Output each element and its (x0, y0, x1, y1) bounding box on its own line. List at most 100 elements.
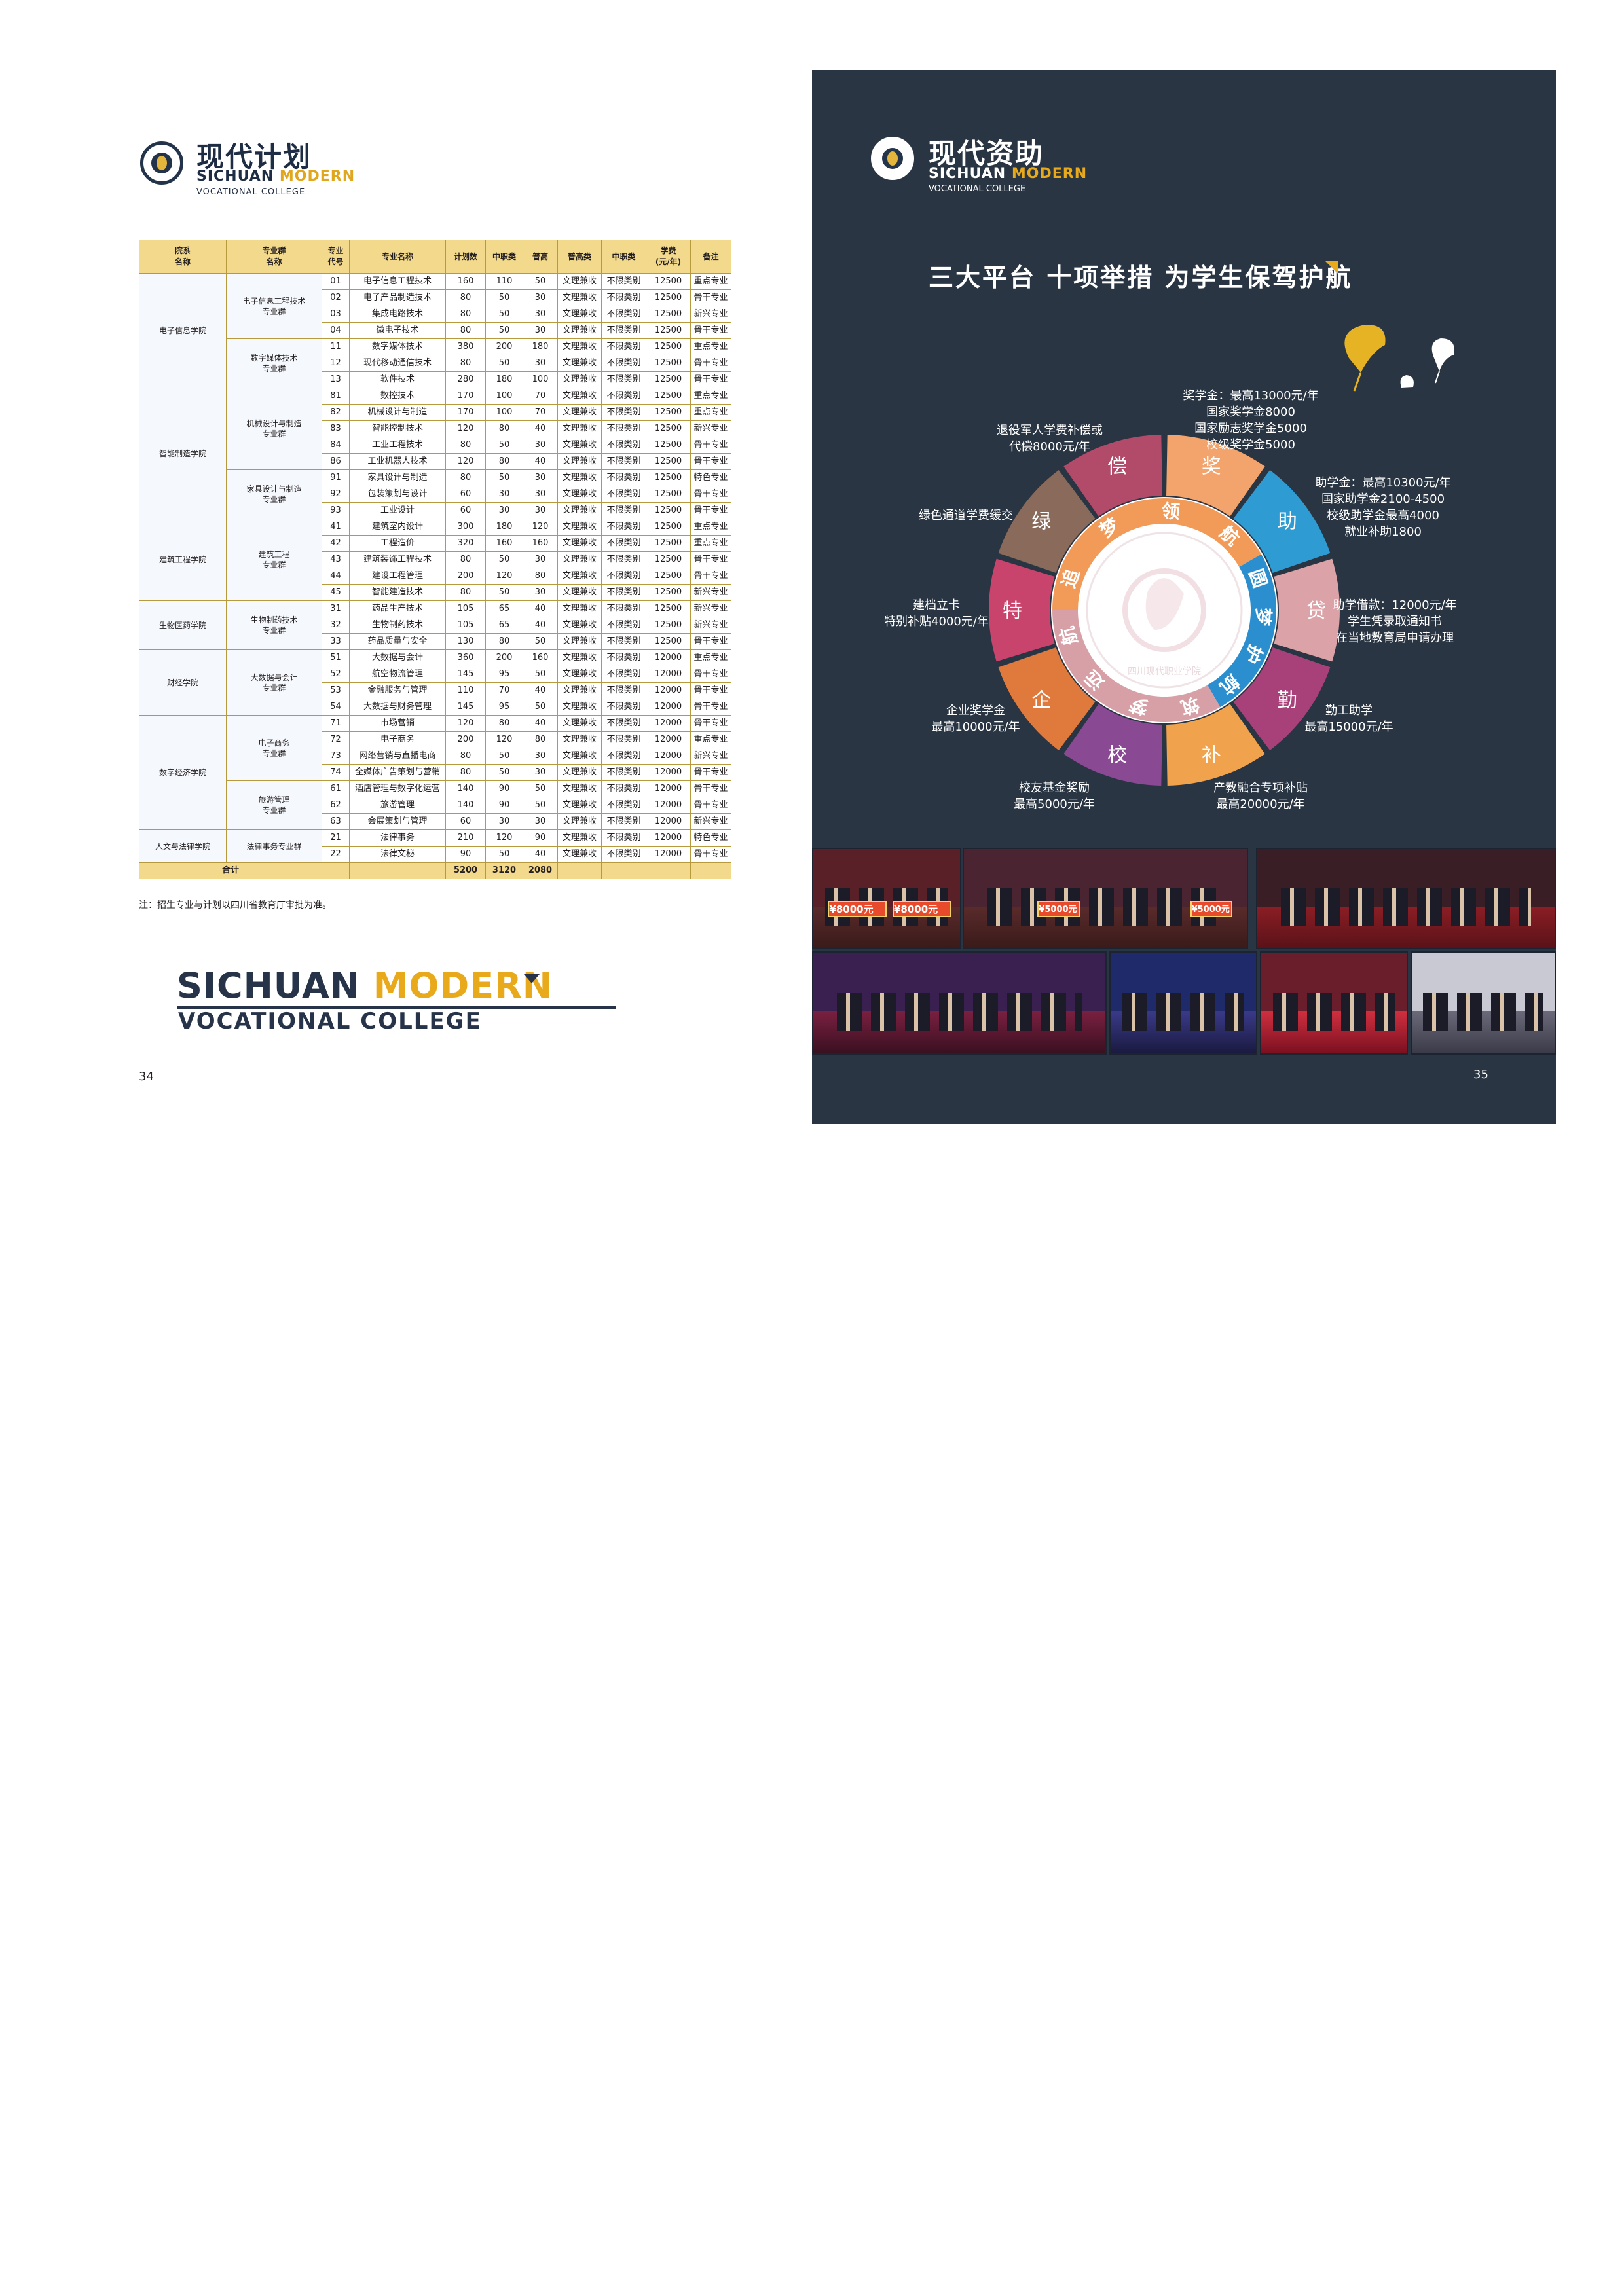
remark: 特色专业 (690, 829, 731, 847)
zhongzhi-type: 不限类别 (601, 469, 646, 486)
plan-count: 90 (445, 846, 486, 863)
major-code: 82 (322, 404, 350, 421)
pugao-count: 30 (523, 502, 558, 519)
pugao-count: 180 (523, 338, 558, 355)
pugao-count: 40 (523, 453, 558, 470)
wheel-segment (1166, 435, 1265, 517)
zhongzhi-type: 不限类别 (601, 600, 646, 617)
zhongzhi-count: 50 (485, 469, 523, 486)
table-row: 生物医药学院 生物制药技术 专业群 31 药品生产技术 105 65 40 文理兼收 不限类别 1… (139, 600, 731, 650)
zhongzhi-count: 200 (485, 338, 523, 355)
zhongzhi-type: 不限类别 (601, 519, 646, 536)
zhongzhi-type: 不限类别 (601, 682, 646, 699)
table-header-cell: 专业 代号 (322, 240, 350, 274)
remark: 骨干专业 (690, 551, 731, 568)
major-name: 建筑室内设计 (349, 519, 446, 536)
pugao-type: 文理兼收 (557, 453, 602, 470)
college-name: 电子信息学院 (139, 273, 227, 388)
pugao-count: 70 (523, 404, 558, 421)
pugao-type: 文理兼收 (557, 404, 602, 421)
major-group-name: 大数据与会计 专业群 (226, 649, 322, 716)
plan-count: 130 (445, 633, 486, 650)
table-row: 家具设计与制造 专业群 91 家具设计与制造 80 50 30 文理兼收 不限类别 12500 特… (139, 469, 731, 519)
plan-count: 110 (445, 682, 486, 699)
major-group-name: 建筑工程 专业群 (226, 519, 322, 601)
zhongzhi-type: 不限类别 (601, 649, 646, 666)
pugao-type: 文理兼收 (557, 469, 602, 486)
zhongzhi-count: 110 (485, 273, 523, 290)
pugao-count: 30 (523, 584, 558, 601)
plan-count: 200 (445, 568, 486, 585)
remark: 重点专业 (690, 535, 731, 552)
major-code: 84 (322, 437, 350, 454)
wheel-center-text: 四川现代职业学院 (1128, 666, 1201, 677)
tuition: 12500 (646, 371, 691, 388)
pugao-type: 文理兼收 (557, 846, 602, 863)
zhongzhi-type: 不限类别 (601, 797, 646, 814)
left-brand-en: SICHUAN MODERN (196, 168, 356, 185)
zhongzhi-count: 50 (485, 437, 523, 454)
remark: 重点专业 (690, 519, 731, 536)
zhongzhi-count: 95 (485, 666, 523, 683)
major-name: 数字媒体技术 (349, 338, 446, 355)
pugao-type: 文理兼收 (557, 813, 602, 830)
pugao-type: 文理兼收 (557, 699, 602, 716)
zhongzhi-count: 200 (485, 649, 523, 666)
remark: 骨干专业 (690, 568, 731, 585)
table-row: 建筑工程学院 建筑工程 专业群 41 建筑室内设计 300 180 120 文理兼收 不限类别 1… (139, 519, 731, 601)
footer-brand-en: SICHUAN MODERN (177, 965, 553, 1006)
pugao-count: 40 (523, 715, 558, 732)
major-code: 21 (322, 829, 350, 847)
plan-count: 320 (445, 535, 486, 552)
plan-count: 80 (445, 306, 486, 323)
pugao-type: 文理兼收 (557, 519, 602, 536)
zhongzhi-count: 50 (485, 764, 523, 781)
zhongzhi-count: 30 (485, 502, 523, 519)
tuition: 12500 (646, 469, 691, 486)
tuition: 12500 (646, 617, 691, 634)
table-row: 04 微电子技术 80 50 30 文理兼收 不限类别 12500 骨干专业 (139, 322, 731, 339)
zhongzhi-count: 160 (485, 535, 523, 552)
remark: 重点专业 (690, 273, 731, 290)
tuition: 12500 (646, 502, 691, 519)
major-code: 83 (322, 420, 350, 437)
pugao-count: 30 (523, 355, 558, 372)
footer-divider (177, 1006, 616, 1009)
remark: 新兴专业 (690, 600, 731, 617)
major-code: 91 (322, 469, 350, 486)
remark: 骨干专业 (690, 486, 731, 503)
pugao-count: 30 (523, 551, 558, 568)
pugao-count: 90 (523, 829, 558, 847)
tuition: 12500 (646, 404, 691, 421)
zhongzhi-count: 80 (485, 633, 523, 650)
pugao-count: 50 (523, 780, 558, 797)
zhongzhi-count: 50 (485, 306, 523, 323)
remark: 骨干专业 (690, 453, 731, 470)
zhongzhi-count: 120 (485, 731, 523, 748)
major-name: 家具设计与制造 (349, 469, 446, 486)
pugao-type: 文理兼收 (557, 748, 602, 765)
wheel-segment-char: 奖 (1202, 455, 1221, 478)
zhongzhi-type: 不限类别 (601, 666, 646, 683)
zhongzhi-count: 120 (485, 829, 523, 847)
remark: 骨干专业 (690, 715, 731, 732)
wheel-segment (1233, 469, 1331, 574)
major-name: 金融服务与管理 (349, 682, 446, 699)
zhongzhi-count: 80 (485, 420, 523, 437)
major-code: 63 (322, 813, 350, 830)
label-qin: 勤工助学 最高15000元/年 (1304, 704, 1393, 734)
total-plan: 5200 (445, 862, 486, 879)
major-code: 81 (322, 388, 350, 405)
plan-count: 120 (445, 453, 486, 470)
plan-count: 105 (445, 617, 486, 634)
pugao-type: 文理兼收 (557, 371, 602, 388)
table-header-cell: 学费 (元/年) (646, 240, 691, 274)
tuition: 12500 (646, 289, 691, 306)
table-row: 22 法律文秘 90 50 40 文理兼收 不限类别 12000 骨干专业 (139, 846, 731, 863)
pugao-type: 文理兼收 (557, 535, 602, 552)
major-code: 45 (322, 584, 350, 601)
pugao-type: 文理兼收 (557, 682, 602, 699)
major-code: 71 (322, 715, 350, 732)
pugao-type: 文理兼收 (557, 502, 602, 519)
pugao-type: 文理兼收 (557, 551, 602, 568)
